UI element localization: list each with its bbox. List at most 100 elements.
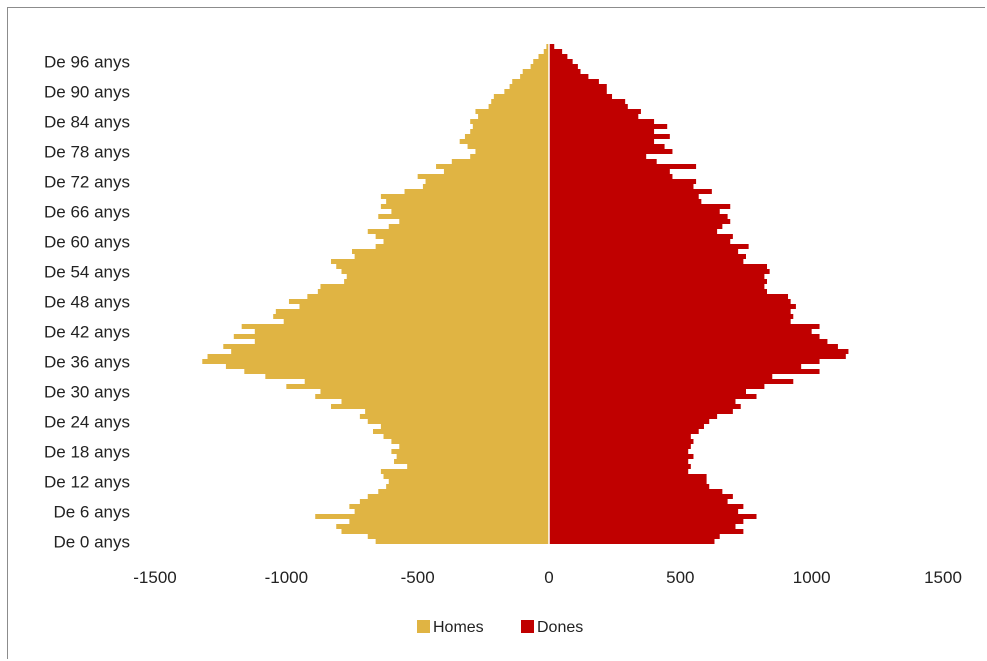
bar-homes-75 (436, 164, 549, 169)
bar-dones-62 (549, 229, 718, 234)
bar-dones-8 (549, 499, 728, 504)
bar-homes-66 (391, 209, 549, 214)
bar-homes-18 (391, 449, 549, 454)
bar-homes-69 (380, 194, 549, 199)
bar-dones-26 (549, 409, 733, 414)
bar-dones-93 (549, 74, 589, 79)
bar-dones-58 (549, 249, 739, 254)
bar-homes-97 (538, 54, 549, 59)
bar-dones-86 (549, 109, 641, 114)
y-tick-labels: De 0 anys De 6 anys De 12 anys De 18 anys De… (44, 53, 130, 552)
bar-homes-55 (336, 264, 549, 269)
bar-dones-83 (549, 124, 668, 129)
y-tick-label: De 6 anys (53, 503, 130, 522)
bar-homes-26 (365, 409, 549, 414)
bar-dones-23 (549, 424, 704, 429)
bar-dones-53 (549, 274, 765, 279)
bar-dones-52 (549, 279, 768, 284)
bar-homes-88 (491, 99, 549, 104)
bar-dones-37 (549, 354, 846, 359)
y-tick-label: De 48 anys (44, 293, 130, 312)
bar-homes-70 (404, 189, 549, 194)
bar-homes-63 (388, 224, 549, 229)
bar-homes-3 (336, 524, 549, 529)
bar-dones-19 (549, 444, 691, 449)
bar-dones-81 (549, 134, 670, 139)
bar-dones-59 (549, 244, 749, 249)
bar-homes-95 (530, 64, 549, 69)
bar-homes-94 (522, 69, 549, 74)
bar-homes-56 (330, 259, 549, 264)
bar-homes-27 (330, 404, 549, 409)
bar-dones-47 (549, 304, 796, 309)
bar-homes-12 (388, 479, 549, 484)
bar-homes-50 (317, 289, 549, 294)
bar-homes-64 (399, 219, 549, 224)
bar-homes-79 (467, 144, 549, 149)
bar-dones-69 (549, 194, 699, 199)
legend-label-homes: Homes (433, 619, 484, 636)
bar-homes-51 (320, 284, 549, 289)
bar-homes-33 (265, 374, 549, 379)
legend-swatch-homes (417, 620, 430, 633)
bar-dones-2 (549, 529, 744, 534)
bar-homes-9 (367, 494, 549, 499)
bar-homes-57 (354, 254, 549, 259)
bar-dones-51 (549, 284, 765, 289)
y-tick-label: De 36 anys (44, 353, 130, 372)
bar-dones-41 (549, 334, 820, 339)
bar-homes-53 (346, 274, 549, 279)
bar-homes-67 (380, 204, 549, 209)
bar-dones-48 (549, 299, 791, 304)
x-tick-label: 0 (544, 568, 553, 587)
bar-homes-42 (254, 329, 549, 334)
x-tick-label: -1500 (133, 568, 176, 587)
bar-dones-0 (549, 539, 715, 544)
bar-dones-97 (549, 54, 568, 59)
x-tick-label: 500 (666, 568, 694, 587)
bar-homes-71 (422, 184, 549, 189)
bar-dones-36 (549, 359, 820, 364)
bar-dones-14 (549, 469, 689, 474)
bar-dones-78 (549, 149, 673, 154)
bar-dones-71 (549, 184, 694, 189)
bar-homes-39 (223, 344, 550, 349)
bar-dones-73 (549, 174, 673, 179)
bar-homes-62 (367, 229, 549, 234)
bar-dones-84 (549, 119, 655, 124)
bar-dones-12 (549, 479, 707, 484)
bar-homes-49 (307, 294, 549, 299)
bar-homes-43 (241, 324, 549, 329)
bar-dones-29 (549, 394, 757, 399)
bar-dones-98 (549, 49, 563, 54)
bar-homes-74 (443, 169, 549, 174)
bar-homes-81 (464, 134, 549, 139)
bar-homes-32 (304, 379, 549, 384)
bar-dones-27 (549, 404, 741, 409)
bar-homes-59 (375, 244, 549, 249)
bar-dones-96 (549, 59, 573, 64)
bar-homes-82 (470, 129, 549, 134)
bar-homes-52 (344, 279, 549, 284)
bar-homes-13 (383, 474, 549, 479)
bar-dones-63 (549, 224, 723, 229)
bars-group (202, 44, 849, 544)
bar-homes-46 (275, 309, 549, 314)
bar-dones-79 (549, 144, 665, 149)
bar-dones-90 (549, 89, 607, 94)
bar-dones-80 (549, 139, 655, 144)
x-tick-labels: -1500 -1000 -500 0 500 1000 1500 (133, 568, 962, 587)
bar-homes-29 (315, 394, 549, 399)
bar-dones-56 (549, 259, 744, 264)
bar-homes-45 (273, 314, 549, 319)
bar-dones-3 (549, 524, 736, 529)
bar-homes-20 (391, 439, 549, 444)
bar-homes-48 (288, 299, 549, 304)
bar-dones-67 (549, 204, 731, 209)
bar-dones-5 (549, 514, 757, 519)
chart-frame (7, 7, 985, 659)
bar-dones-68 (549, 199, 702, 204)
bar-homes-1 (367, 534, 549, 539)
bar-homes-87 (488, 104, 549, 109)
bar-homes-54 (341, 269, 549, 274)
